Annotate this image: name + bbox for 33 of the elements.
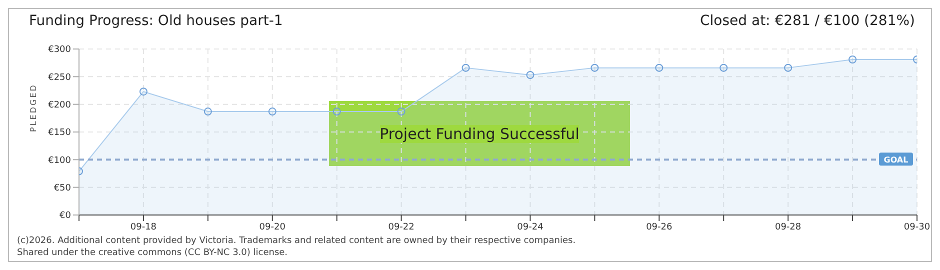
x-tick-label: 09-20: [259, 222, 286, 232]
chart-title: Funding Progress: Old houses part-1: [29, 13, 283, 31]
point: [720, 64, 728, 72]
text: Shared under the creative commons (CC BY-NC 3.0) license.: [17, 247, 289, 259]
point: [784, 64, 792, 72]
point: [397, 108, 406, 116]
point: [268, 108, 276, 116]
point: [526, 71, 534, 80]
point: [848, 56, 857, 64]
x-tick-label: 09-28: [775, 222, 802, 232]
point: [590, 64, 599, 72]
text: (c)2026. Additional content provided by Victoria. Trademarks and related content are owned by their respective companies.: [17, 235, 576, 247]
point: [332, 108, 341, 116]
annotation: Project Funding Successful: [380, 124, 580, 142]
y-tick-label: €250: [48, 72, 72, 83]
x-tick-label: 09-24: [517, 222, 544, 232]
y-axis-title: PLEDGED: [28, 84, 38, 132]
x-tick-label: 09-26: [646, 222, 672, 232]
y-tick-label: €300: [48, 45, 72, 56]
point: [204, 108, 212, 116]
x-tick-label: 09-18: [130, 222, 157, 232]
ref-line-label: GOAL: [884, 156, 908, 165]
y-tick-label: €0: [60, 211, 72, 222]
chart-subtitle: Closed at: €281 / €100 (281%): [700, 13, 915, 31]
y-tick-label: €50: [54, 184, 72, 194]
y-tick-label: €150: [48, 128, 72, 138]
point: [139, 88, 148, 96]
y-tick-label: €200: [48, 100, 72, 111]
y-tick-label: €100: [48, 156, 72, 166]
point: [462, 64, 470, 72]
point: [655, 64, 664, 72]
x-tick-label: 09-22: [388, 222, 414, 232]
x-tick-label: 09-30: [904, 222, 930, 232]
